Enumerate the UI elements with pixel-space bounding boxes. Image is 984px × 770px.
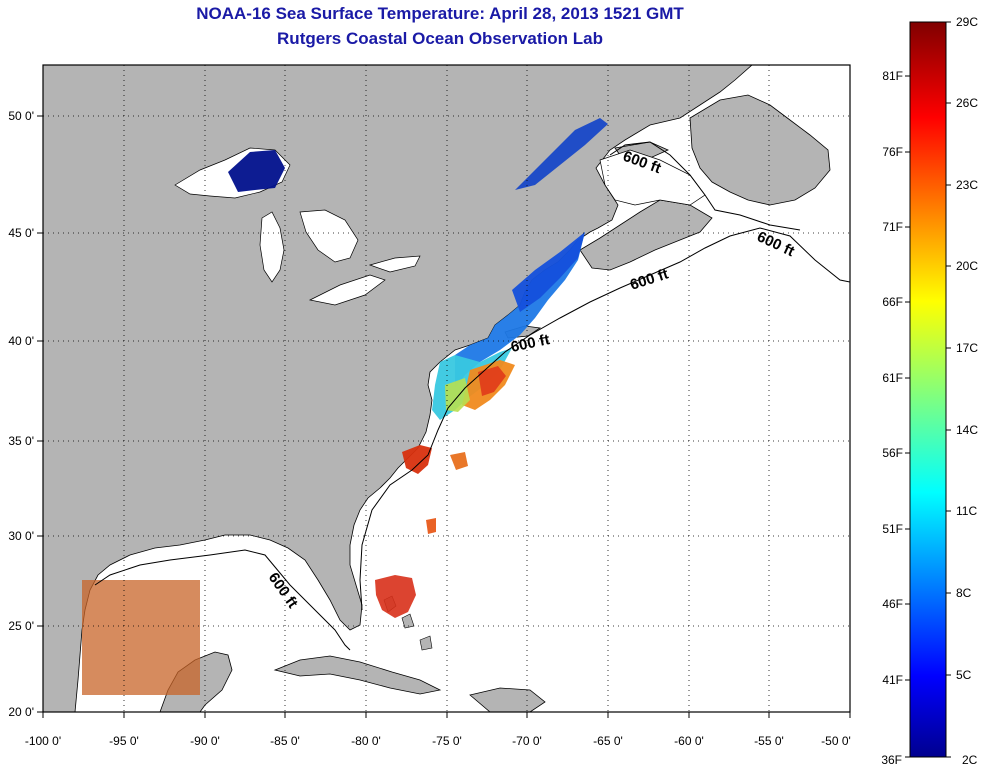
colorbar: 29C 26C 23C 20C 17C 14C 11C 8C 5C 2C 81F… bbox=[881, 15, 978, 767]
sst-data-hatteras bbox=[402, 445, 432, 474]
colorbar-fahrenheit-label: 41F bbox=[882, 673, 903, 687]
colorbar-gradient bbox=[909, 21, 947, 758]
colorbar-fahrenheit-label: 81F bbox=[882, 69, 903, 83]
colorbar-celsius-label: 2C bbox=[962, 753, 978, 767]
map-layers bbox=[43, 65, 850, 712]
map-subtitle: Rutgers Coastal Ocean Observation Lab bbox=[277, 29, 603, 48]
lon-tick-label: -70 0' bbox=[512, 734, 542, 748]
colorbar-celsius-label: 29C bbox=[956, 15, 978, 29]
sst-data-st-lawrence bbox=[515, 118, 608, 190]
colorbar-celsius-label: 20C bbox=[956, 259, 978, 273]
lon-tick-label: -85 0' bbox=[270, 734, 300, 748]
map-title: NOAA-16 Sea Surface Temperature: April 2… bbox=[196, 4, 684, 23]
colorbar-fahrenheit-label: 66F bbox=[882, 295, 903, 309]
colorbar-celsius-label: 5C bbox=[956, 668, 972, 682]
lake-erie bbox=[308, 274, 386, 306]
sst-data-gulf-of-mexico bbox=[82, 580, 200, 695]
lon-tick-label: -80 0' bbox=[351, 734, 381, 748]
lat-tick-label: 35 0' bbox=[8, 434, 34, 448]
land-cuba bbox=[273, 655, 442, 695]
lon-tick-label: -50 0' bbox=[821, 734, 851, 748]
colorbar-celsius-label: 17C bbox=[956, 341, 978, 355]
lon-axis: -100 0' -95 0' -90 0' -85 0' -80 0' -75 … bbox=[25, 712, 851, 748]
lat-tick-label: 50 0' bbox=[8, 109, 34, 123]
colorbar-fahrenheit-label: 61F bbox=[882, 371, 903, 385]
lake-ontario bbox=[368, 255, 421, 273]
lon-tick-label: -95 0' bbox=[109, 734, 139, 748]
colorbar-fahrenheit-label: 51F bbox=[882, 522, 903, 536]
sst-data-gulf-stream-core bbox=[478, 366, 506, 396]
sst-data-hatteras-offshore bbox=[450, 452, 468, 470]
colorbar-fahrenheit-label: 76F bbox=[882, 145, 903, 159]
colorbar-fahrenheit-label: 71F bbox=[882, 220, 903, 234]
colorbar-fahrenheit-label: 56F bbox=[882, 446, 903, 460]
lon-tick-label: -100 0' bbox=[25, 734, 61, 748]
lat-tick-label: 40 0' bbox=[8, 334, 34, 348]
lat-tick-label: 45 0' bbox=[8, 226, 34, 240]
gulf-st-lawrence bbox=[599, 149, 706, 206]
lake-michigan bbox=[259, 211, 285, 283]
lon-tick-label: -55 0' bbox=[754, 734, 784, 748]
lon-tick-label: -90 0' bbox=[190, 734, 220, 748]
lat-tick-label: 25 0' bbox=[8, 619, 34, 633]
colorbar-fahrenheit-label: 46F bbox=[882, 597, 903, 611]
lat-tick-label: 30 0' bbox=[8, 529, 34, 543]
lon-tick-label: -75 0' bbox=[432, 734, 462, 748]
sst-data-bahamas bbox=[375, 575, 416, 618]
colorbar-fahrenheit-label: 36F bbox=[881, 753, 902, 767]
colorbar-celsius-label: 26C bbox=[956, 96, 978, 110]
sst-data-small-patch bbox=[426, 518, 436, 534]
lat-axis: 20 0' 25 0' 30 0' 35 0' 40 0' 45 0' 50 0… bbox=[8, 109, 43, 719]
sst-data-lake-superior bbox=[228, 150, 285, 192]
land-newfoundland bbox=[689, 94, 831, 206]
land-hispaniola bbox=[469, 687, 546, 712]
lon-tick-label: -60 0' bbox=[674, 734, 704, 748]
lake-huron bbox=[299, 209, 359, 263]
colorbar-celsius-label: 11C bbox=[956, 504, 977, 518]
sst-data-gulf-maine bbox=[512, 232, 585, 312]
land-nova-scotia bbox=[579, 199, 713, 271]
colorbar-celsius-label: 23C bbox=[956, 178, 978, 192]
isobath-600ft bbox=[94, 141, 850, 651]
colorbar-celsius-label: 8C bbox=[956, 586, 972, 600]
colorbar-celsius-label: 14C bbox=[956, 423, 978, 437]
lon-tick-label: -65 0' bbox=[593, 734, 623, 748]
lat-tick-label: 20 0' bbox=[8, 705, 34, 719]
